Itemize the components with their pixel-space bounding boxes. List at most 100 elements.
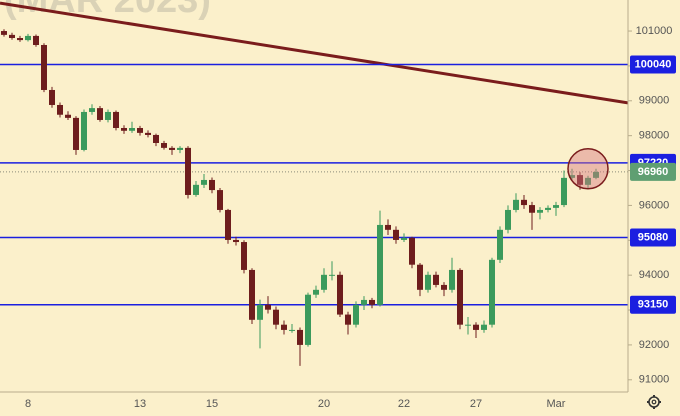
candle-body: [585, 177, 591, 185]
candle-body: [521, 199, 527, 206]
candle-body: [537, 209, 543, 213]
settings-icon[interactable]: [647, 395, 661, 409]
candle-body: [1, 31, 7, 35]
candle-body: [465, 324, 471, 326]
candle-body: [97, 108, 103, 120]
candle-body: [297, 329, 303, 345]
candle-body: [81, 111, 87, 150]
candle-body: [145, 132, 151, 135]
candle-body: [129, 127, 135, 131]
candle-body: [361, 299, 367, 305]
candle-body: [449, 269, 455, 290]
candle-body: [313, 289, 319, 295]
candle-body: [49, 89, 55, 105]
candle-body: [289, 329, 295, 331]
x-tick-label: 13: [134, 398, 146, 410]
level-label: 93150: [638, 299, 669, 311]
candle-body: [441, 284, 447, 290]
candle-body: [561, 177, 567, 206]
candle-body: [209, 179, 215, 191]
candle-body: [345, 314, 351, 325]
candle-body: [281, 324, 287, 330]
candle-body: [161, 142, 167, 148]
candle-body: [217, 190, 223, 210]
x-tick-label: 20: [318, 398, 330, 410]
x-tick-label: 22: [398, 398, 410, 410]
candle-body: [25, 35, 31, 41]
y-tick-label: 94000: [639, 269, 670, 281]
candle-body: [577, 175, 583, 185]
candle-body: [305, 294, 311, 345]
candle-body: [369, 299, 375, 305]
candle-body: [321, 274, 327, 290]
candle-body: [593, 171, 599, 178]
candle-body: [201, 179, 207, 185]
candle-body: [105, 111, 111, 120]
candle-body: [241, 242, 247, 270]
highlight-circle: [567, 148, 609, 190]
candle-body: [545, 207, 551, 210]
candle-body: [353, 304, 359, 325]
y-tick-label: 99000: [639, 95, 670, 107]
candle-body: [121, 127, 127, 131]
y-tick-label: 96000: [639, 199, 670, 211]
x-tick-label: 27: [470, 398, 482, 410]
candle-body: [153, 134, 159, 143]
candle-body: [329, 274, 335, 276]
level-label: 95080: [638, 231, 669, 243]
x-tick-label: Mar: [547, 398, 566, 410]
candle-body: [233, 239, 239, 243]
candle-body: [401, 237, 407, 240]
candle-body: [265, 304, 271, 310]
candle-body: [417, 264, 423, 290]
candle-body: [393, 229, 399, 240]
y-tick-label: 101000: [636, 25, 673, 37]
candle-body: [569, 175, 575, 178]
level-label-box: [630, 228, 676, 247]
candle-body: [17, 38, 23, 41]
candle-body: [177, 147, 183, 150]
x-tick-label: 15: [206, 398, 218, 410]
candle-body: [137, 127, 143, 133]
candle-body: [385, 224, 391, 230]
candle-body: [57, 104, 63, 115]
candle-body: [337, 274, 343, 315]
trendline: [0, 1, 628, 105]
candle-body: [377, 224, 383, 305]
candle-body: [257, 304, 263, 320]
candle-body: [481, 324, 487, 330]
y-tick-label: 98000: [639, 130, 670, 142]
candle-body: [225, 209, 231, 240]
candle-body: [457, 269, 463, 325]
last-price-label: 96960: [638, 166, 669, 178]
y-tick-label: 92000: [639, 339, 670, 351]
last-price-box: [630, 162, 676, 181]
candle-body: [33, 35, 39, 45]
candle-body: [249, 269, 255, 320]
level-label-box: [630, 55, 676, 74]
level-label: 100040: [635, 58, 672, 70]
candle-body: [169, 147, 175, 150]
plot-area: (MAR 2023): [0, 0, 628, 366]
candle-body: [513, 199, 519, 210]
candle-body: [193, 184, 199, 195]
candle-body: [553, 205, 559, 208]
candle-body: [473, 324, 479, 330]
candle-body: [433, 274, 439, 285]
candle-body: [497, 229, 503, 260]
candle-body: [505, 209, 511, 230]
candle-body: [89, 108, 95, 112]
x-tick-label: 8: [25, 398, 31, 410]
candle-body: [113, 111, 119, 128]
level-label-box: [630, 295, 676, 314]
candle-body: [185, 147, 191, 195]
candle-body: [409, 237, 415, 265]
y-axis: 9100092000930009400095000960009700098000…: [628, 25, 676, 386]
y-tick-label: 91000: [639, 374, 670, 386]
candle-body: [73, 117, 79, 150]
candle-body: [41, 44, 47, 90]
candle-body: [489, 259, 495, 325]
candle-body: [425, 274, 431, 290]
